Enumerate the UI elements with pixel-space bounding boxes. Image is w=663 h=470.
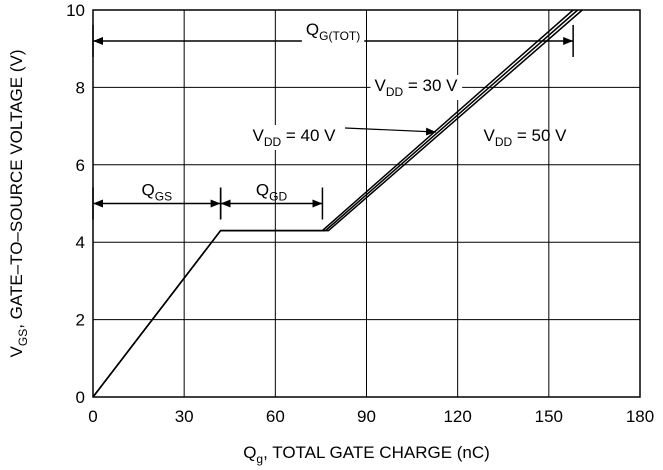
vdd-40-label: VDD = 40 V: [252, 126, 336, 149]
x-tick-label: 120: [443, 407, 471, 426]
vdd-50-label: VDD = 50 V: [483, 126, 567, 149]
qgs-label: QGS: [142, 181, 173, 204]
y-tick-label: 2: [76, 311, 85, 330]
series-lines: [92, 9, 583, 398]
x-tick-label: 90: [357, 407, 376, 426]
y-tick-label: 6: [76, 156, 85, 175]
series-line-3: [92, 9, 583, 398]
x-tick-label: 30: [175, 407, 194, 426]
tick-labels: 0 30 60 90 120 150 180 0 2 4 6 8 10: [66, 1, 654, 426]
qg-tot-label-bg: [301, 18, 365, 44]
x-tick-label: 60: [266, 407, 285, 426]
y-tick-label: 10: [66, 1, 85, 20]
vdd-40-leader-arrow: [344, 127, 437, 136]
qgd-label: QGD: [256, 181, 288, 204]
vdd-40-label-bg: [248, 125, 341, 150]
qg-tot-label: QG(TOT): [306, 20, 360, 43]
annotations: QG(TOT) QGS QGD VDD = 30 V VDD = 40 V VDD = 5…: [92, 18, 574, 220]
y-tick-label: 0: [76, 388, 85, 407]
x-tick-label: 150: [535, 407, 563, 426]
y-tick-label: 8: [76, 78, 85, 97]
y-tick-label: 4: [76, 233, 85, 252]
x-tick-label: 180: [626, 407, 654, 426]
plot-area-frame: [92, 9, 641, 398]
x-axis-label: Qg, TOTAL GATE CHARGE (nC): [243, 443, 490, 466]
vdd-30-label-bg: [370, 75, 463, 100]
x-tick-label: 0: [88, 407, 97, 426]
grid: [93, 10, 640, 397]
y-axis-label: VGS, GATE–TO–SOURCE VOLTAGE (V): [7, 50, 30, 358]
vdd-30-label: VDD = 30 V: [374, 76, 458, 99]
